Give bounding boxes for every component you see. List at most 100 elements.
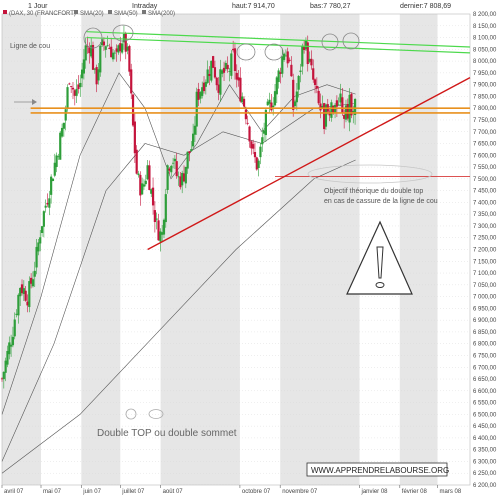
- x-tick-label: octobre 07: [242, 489, 271, 495]
- candle-body: [8, 342, 11, 355]
- candle-body: [303, 47, 306, 50]
- candle-body: [206, 69, 209, 83]
- top-marker-1: [83, 27, 103, 49]
- candle-body: [306, 42, 309, 65]
- candle-body: [201, 87, 204, 96]
- sma-layer: [1, 72, 356, 474]
- candle-body: [230, 53, 233, 76]
- candle-body: [208, 74, 211, 76]
- y-tick-label: 6 400,00: [473, 436, 497, 442]
- candle-body: [319, 103, 322, 111]
- candle-body: [259, 146, 262, 158]
- candle-body: [224, 62, 227, 70]
- candle-body: [221, 70, 224, 74]
- candle-body: [177, 176, 180, 178]
- candle-body: [82, 59, 85, 74]
- candle-body: [126, 46, 129, 51]
- candle-body: [257, 160, 260, 169]
- candle-body: [272, 105, 275, 108]
- candle-body: [66, 87, 69, 108]
- candle-body: [73, 90, 76, 96]
- candle-body: [2, 371, 5, 380]
- header-last: dernier:7 808,69: [400, 3, 451, 10]
- top-marker-4: [264, 43, 284, 61]
- candle-body: [301, 45, 304, 67]
- y-tick-label: 7 600,00: [473, 153, 497, 159]
- candle-body: [268, 99, 271, 104]
- candle-body: [119, 43, 122, 52]
- candle-body: [339, 93, 342, 103]
- candle-body: [68, 83, 71, 85]
- candle-body: [148, 165, 151, 191]
- y-tick-label: 7 800,00: [473, 106, 497, 112]
- y-tick-label: 7 950,00: [473, 71, 497, 77]
- candle-body: [146, 165, 149, 180]
- candle-body: [161, 232, 164, 235]
- candle-body: [48, 198, 51, 208]
- legend-swatch-instrument: [3, 10, 7, 14]
- month-band: [81, 14, 121, 485]
- y-tick-label: 7 100,00: [473, 271, 497, 277]
- double-top-circle-2: [148, 409, 164, 419]
- candle-body: [284, 55, 288, 57]
- double-top-label: Double TOP ou double sommet: [97, 428, 237, 439]
- x-tick-label: janvier 08: [361, 489, 389, 495]
- candle-body: [295, 91, 298, 103]
- candle-body: [142, 184, 146, 187]
- candle-body: [181, 172, 184, 186]
- candle-body: [17, 294, 20, 316]
- candle-body: [46, 202, 49, 205]
- candle-body: [244, 109, 247, 120]
- candle-body: [44, 205, 47, 208]
- y-tick-label: 6 900,00: [473, 318, 497, 324]
- x-tick-label: novembre 07: [282, 489, 318, 495]
- candle-body: [90, 45, 93, 57]
- y-tick-label: 7 900,00: [473, 83, 497, 89]
- candle-body: [6, 350, 9, 365]
- y-tick-label: 7 650,00: [473, 142, 497, 148]
- y-tick-label: 7 400,00: [473, 200, 497, 206]
- y-tick-label: 6 700,00: [473, 365, 497, 371]
- candle-body: [111, 52, 115, 60]
- legend-sma50: SMA(50): [114, 11, 138, 17]
- y-tick-label: 6 850,00: [473, 330, 497, 336]
- candle-body: [113, 52, 116, 54]
- candle-body: [171, 162, 175, 164]
- y-tick-label: 7 250,00: [473, 236, 497, 242]
- candle-body: [266, 101, 269, 106]
- objective-text-2: en cas de cassure de la ligne de cou: [324, 198, 438, 205]
- candle-body: [22, 288, 25, 295]
- candle-body: [235, 72, 238, 80]
- candle-body: [253, 152, 257, 158]
- double-top-circle-1: [125, 408, 137, 420]
- candle-body: [313, 79, 317, 86]
- candle-body: [250, 141, 253, 149]
- candle-body: [188, 151, 191, 153]
- candle-body: [199, 92, 202, 99]
- y-tick-label: 7 750,00: [473, 118, 497, 124]
- candle-body: [323, 103, 326, 130]
- x-tick-label: mars 08: [440, 489, 462, 495]
- candle-body: [95, 67, 98, 85]
- candle-body: [281, 56, 284, 74]
- candle-body: [130, 69, 133, 94]
- candle-body: [40, 226, 44, 233]
- y-tick-label: 7 000,00: [473, 295, 497, 301]
- candle-body: [341, 97, 344, 114]
- candle-body: [168, 168, 171, 171]
- candle-body: [151, 187, 155, 206]
- candle-body: [324, 104, 328, 127]
- candle-body: [283, 53, 286, 60]
- candle-body: [51, 178, 55, 181]
- sma-line: [1, 159, 356, 474]
- candle-body: [219, 69, 222, 95]
- candle-body: [55, 155, 58, 167]
- candle-body: [106, 45, 109, 47]
- y-tick-label: 7 700,00: [473, 130, 497, 136]
- candle-body: [317, 90, 320, 104]
- candle-body: [164, 194, 167, 223]
- candle-body: [64, 109, 67, 121]
- x-tick-label: août 07: [163, 489, 184, 495]
- candle-body: [159, 231, 162, 242]
- header-timeframe: 1 Jour: [28, 3, 48, 10]
